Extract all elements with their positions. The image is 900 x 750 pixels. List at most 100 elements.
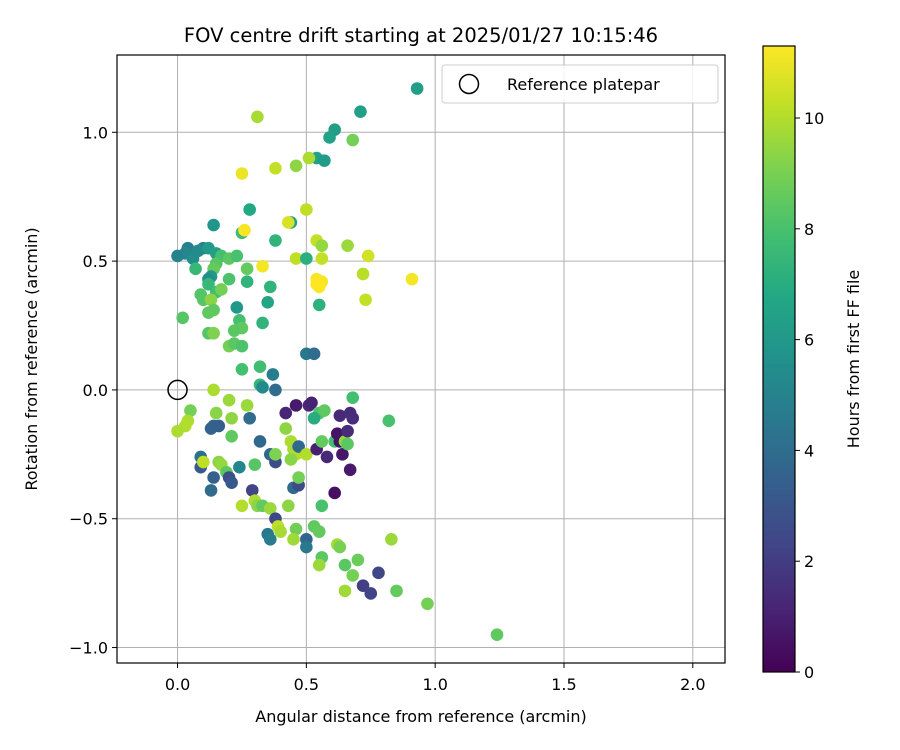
data-point	[333, 540, 347, 554]
data-point	[300, 203, 313, 216]
data-point	[240, 262, 254, 276]
data-point	[204, 293, 218, 307]
data-point	[315, 499, 329, 513]
data-point	[315, 252, 329, 265]
data-point	[207, 471, 220, 484]
x-tick-label: 2.0	[680, 675, 705, 694]
data-point	[263, 280, 277, 294]
colorbar-tick-label: 10	[804, 109, 824, 128]
y-tick-label: 1.0	[83, 123, 108, 142]
chart-title: FOV centre drift starting at 2025/01/27 …	[184, 24, 658, 47]
y-tick-label: −1.0	[69, 639, 108, 658]
data-point	[292, 471, 305, 484]
data-point	[225, 411, 238, 425]
x-axis-ticks: 0.0 0.5 1.0 1.5 2.0	[165, 663, 706, 694]
colorbar-tick-label: 0	[804, 663, 814, 682]
data-point	[197, 455, 210, 469]
data-point	[240, 399, 254, 412]
data-point	[307, 347, 321, 361]
data-point	[300, 252, 313, 265]
data-point	[315, 435, 329, 448]
x-tick-label: 0.5	[294, 675, 319, 694]
data-point	[390, 584, 403, 598]
data-point	[251, 110, 264, 124]
y-tick-label: 0.5	[83, 252, 108, 271]
data-point	[490, 628, 504, 641]
data-point	[176, 311, 189, 325]
data-point	[238, 223, 251, 237]
data-point	[204, 484, 218, 497]
data-point	[372, 566, 385, 580]
data-point	[233, 460, 246, 474]
data-point	[300, 540, 313, 554]
data-point	[222, 393, 236, 407]
y-tick-label: 0.0	[83, 381, 108, 400]
data-point	[235, 167, 249, 180]
data-point	[361, 249, 375, 263]
data-point	[318, 404, 331, 417]
data-point	[289, 252, 303, 265]
data-point	[235, 339, 249, 353]
data-point	[302, 151, 316, 165]
legend-box	[441, 64, 719, 104]
data-point	[207, 326, 220, 340]
x-tick-label: 1.5	[551, 675, 576, 694]
data-point	[300, 448, 313, 461]
data-point	[307, 411, 321, 425]
data-point	[269, 383, 282, 397]
data-point	[263, 502, 277, 515]
data-point	[279, 422, 293, 435]
data-point	[263, 533, 277, 546]
data-point	[405, 272, 419, 286]
data-points	[171, 82, 504, 641]
data-point	[359, 293, 372, 307]
data-point	[261, 296, 275, 309]
data-point	[346, 411, 360, 425]
data-point	[341, 437, 354, 451]
data-point	[225, 476, 238, 489]
data-point	[289, 522, 303, 536]
data-point	[207, 218, 220, 232]
data-point	[282, 216, 295, 229]
colorbar	[762, 45, 796, 673]
data-point	[284, 453, 298, 466]
data-point	[343, 463, 357, 477]
data-point	[227, 324, 241, 337]
data-point	[245, 484, 259, 497]
data-point	[207, 303, 220, 317]
data-point	[328, 486, 341, 500]
data-point	[279, 406, 293, 420]
data-point	[269, 234, 282, 247]
data-point	[312, 525, 326, 538]
data-point	[243, 411, 256, 425]
legend-reference-label: Reference platepar	[507, 75, 660, 94]
data-point	[382, 414, 396, 428]
data-point	[410, 82, 424, 95]
data-point	[292, 440, 305, 453]
data-point	[346, 569, 360, 582]
data-point	[287, 533, 300, 546]
data-point	[282, 499, 295, 513]
colorbar-tick-label: 6	[804, 331, 814, 350]
data-point	[256, 259, 269, 273]
x-tick-label: 1.0	[422, 675, 447, 694]
data-point	[171, 424, 184, 438]
data-point	[338, 584, 352, 598]
data-point	[225, 429, 238, 443]
data-point	[207, 383, 220, 397]
data-point	[305, 396, 318, 410]
data-point	[215, 283, 228, 296]
data-point	[189, 262, 202, 276]
data-point	[212, 419, 226, 433]
data-point	[385, 533, 398, 546]
colorbar-tick-label: 4	[804, 441, 814, 460]
legend-reference-marker	[458, 73, 480, 95]
data-point	[274, 525, 287, 538]
data-point	[356, 579, 370, 593]
data-point	[312, 298, 326, 312]
data-point	[235, 499, 249, 513]
colorbar-tick-label: 2	[804, 552, 814, 571]
data-point	[248, 458, 262, 471]
